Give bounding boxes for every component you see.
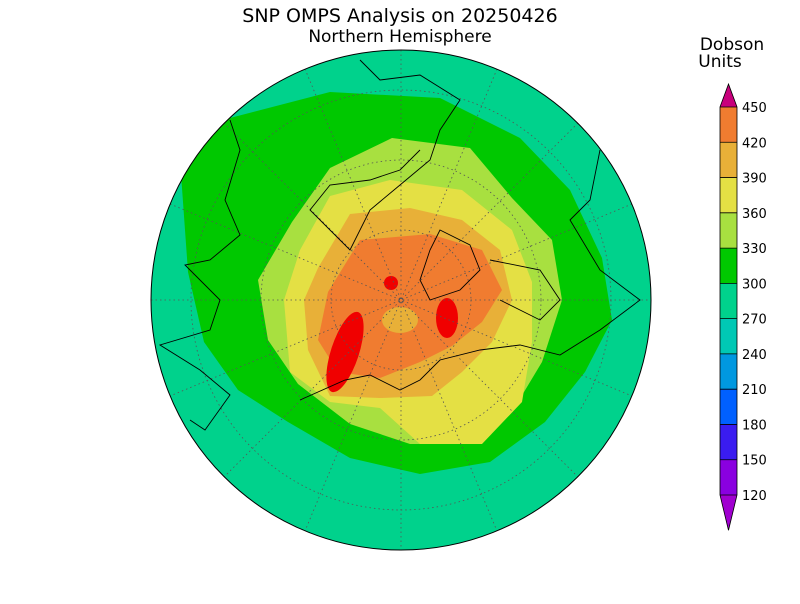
colorbar-tick-label: 270: [742, 313, 767, 328]
ozone-map: [150, 49, 652, 551]
subtitle: Northern Hemisphere: [308, 27, 491, 47]
colorbar-band: [720, 353, 737, 390]
colorbar-band: [720, 318, 737, 354]
colorbar-tick-label: 360: [742, 207, 767, 222]
colorbar-label: Dobson: [700, 35, 764, 55]
colorbar-band: [720, 424, 737, 460]
colorbar-tick-label: 150: [742, 454, 767, 469]
colorbar-tick-label: 120: [742, 489, 767, 504]
colorbar-band: [720, 142, 737, 178]
colorbar-band: [720, 283, 737, 319]
colorbar-tick-label: 330: [742, 242, 767, 257]
coastlines: [158, 59, 641, 431]
colorbar-tick-label: 390: [742, 172, 767, 187]
colorbar-label: Units: [698, 52, 742, 72]
colorbar-tick-label: 180: [742, 418, 767, 433]
colorbar-band: [720, 459, 737, 495]
band-420-450: [436, 298, 458, 338]
band-420-450: [326, 311, 364, 393]
colorbar-tick-label: 450: [742, 101, 767, 116]
colorbar-tick-label: 210: [742, 383, 767, 398]
colorbar-over: [720, 84, 737, 107]
colorbar-tick-label: 240: [742, 348, 767, 363]
colorbar-band: [720, 177, 737, 213]
colorbar-band: [720, 248, 737, 284]
colorbar-tick-label: 300: [742, 277, 767, 292]
graticule: [151, 50, 651, 550]
map-border: [150, 49, 652, 551]
band-390-420: [318, 234, 502, 378]
band-420-450: [384, 276, 398, 290]
colorbar-tick-label: 420: [742, 136, 767, 151]
colorbar-band: [720, 389, 737, 425]
title: SNP OMPS Analysis on 20250426: [242, 5, 557, 27]
colorbar-band: [720, 212, 737, 249]
colorbar: 120 150 180 210 240 270 300 330 360 390 420 450: [719, 82, 767, 531]
band-360-390-inner: [382, 307, 418, 333]
colorbar-under: [720, 495, 737, 531]
colorbar-band: [720, 107, 737, 143]
